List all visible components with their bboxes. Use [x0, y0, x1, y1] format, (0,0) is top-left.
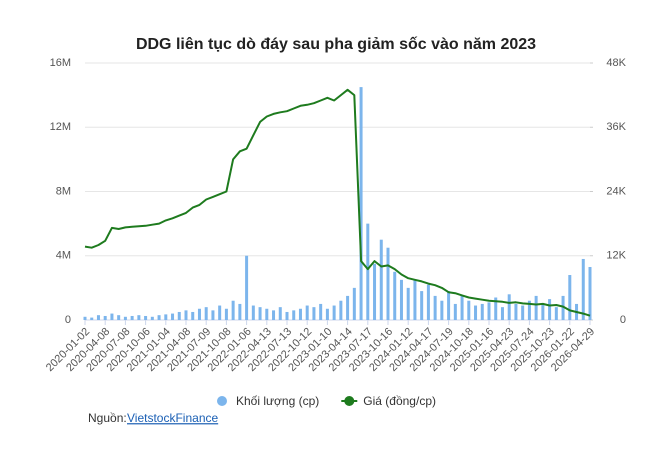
y2-tick-label: 12K: [606, 250, 626, 262]
y2-tick-label: 36K: [606, 121, 626, 133]
chart-title: DDG liên tục dò đáy sau pha giảm sốc vào…: [136, 36, 536, 53]
volume-bar: [581, 258, 585, 320]
volume-bar: [359, 87, 363, 320]
volume-bar: [117, 315, 121, 320]
volume-bar: [399, 279, 403, 320]
source-prefix: Nguồn:: [88, 411, 127, 425]
volume-bar: [541, 303, 545, 320]
volume-bar: [90, 317, 94, 320]
volume-bar: [568, 275, 572, 320]
volume-bar: [393, 271, 397, 320]
volume-bar: [312, 307, 316, 320]
volume-bar: [177, 311, 181, 320]
volume-bar: [197, 308, 201, 320]
volume-bar: [507, 294, 511, 320]
volume-bar: [480, 303, 484, 320]
volume-bar: [184, 310, 188, 320]
volume-bar: [366, 223, 370, 320]
volume-bar: [514, 303, 518, 320]
volume-bar: [346, 295, 350, 320]
volume-bar: [251, 305, 255, 320]
legend-label: Giá (đồng/cp): [363, 394, 436, 408]
volume-bar: [298, 308, 302, 320]
volume-bar: [386, 247, 390, 320]
volume-bar: [96, 315, 100, 320]
volume-bar: [527, 300, 531, 320]
volume-bar: [150, 316, 154, 320]
volume-bar: [292, 310, 296, 320]
y-tick-label: 4M: [56, 250, 71, 262]
volume-bar: [339, 300, 343, 320]
volume-bar: [137, 315, 141, 320]
volume-bar: [379, 239, 383, 320]
volume-bar: [164, 314, 168, 320]
volume-bar: [191, 311, 195, 320]
price-line: [84, 88, 591, 317]
volume-bar: [447, 291, 451, 320]
volume-bar: [245, 255, 249, 320]
chart-background: [40, 28, 632, 443]
y2-tick-label: 24K: [606, 185, 626, 197]
volume-bar: [278, 307, 282, 320]
volume-bar: [130, 315, 134, 320]
volume-bar: [258, 307, 262, 320]
volume-bar: [171, 313, 175, 320]
volume-bar: [433, 295, 437, 320]
volume-bar: [548, 299, 552, 320]
volume-bar: [420, 291, 424, 320]
volume-bar: [467, 300, 471, 320]
y2-tick-label: 48K: [606, 57, 626, 69]
volume-bar: [440, 300, 444, 320]
y-tick-label: 8M: [56, 185, 71, 197]
volume-bar: [453, 303, 457, 320]
volume-bar: [231, 300, 235, 320]
volume-bar: [319, 303, 323, 320]
volume-bar: [238, 303, 242, 320]
volume-bar: [474, 305, 478, 320]
source-link[interactable]: VietstockFinance: [127, 411, 218, 425]
legend-symbol: [344, 396, 355, 406]
volume-bar: [494, 297, 498, 320]
volume-bar: [373, 263, 377, 320]
legend-symbol: [217, 396, 227, 406]
volume-bar: [123, 316, 127, 320]
volume-bar: [285, 311, 289, 320]
volume-bar: [460, 295, 464, 320]
volume-bar: [218, 305, 222, 320]
volume-bar: [413, 279, 417, 320]
volume-bar: [265, 308, 269, 320]
volume-bar: [426, 284, 430, 320]
volume-bar: [352, 287, 356, 320]
volume-bar: [588, 266, 592, 320]
volume-bar: [305, 305, 309, 320]
volume-bar: [500, 307, 504, 320]
volume-bar: [325, 308, 329, 320]
y-tick-label: 16M: [50, 57, 71, 69]
volume-bar: [157, 315, 161, 320]
volume-bar: [144, 315, 148, 320]
volume-bar: [110, 313, 114, 320]
y-tick-label: 0: [65, 314, 71, 326]
y-tick-label: 12M: [50, 121, 71, 133]
volume-bar: [83, 316, 87, 320]
legend-label: Khối lượng (cp): [236, 394, 319, 408]
volume-bar: [103, 315, 107, 320]
volume-bar: [332, 305, 336, 320]
volume-bar: [521, 305, 525, 320]
volume-bar: [211, 310, 215, 320]
volume-bar: [554, 307, 558, 320]
volume-bar: [224, 308, 228, 320]
volume-bar: [204, 307, 208, 320]
y2-tick-label: 0: [620, 314, 626, 326]
volume-bar: [406, 287, 410, 320]
volume-bar: [534, 295, 538, 320]
volume-bar: [561, 295, 565, 320]
volume-bar: [272, 310, 276, 320]
volume-bar: [487, 302, 491, 320]
